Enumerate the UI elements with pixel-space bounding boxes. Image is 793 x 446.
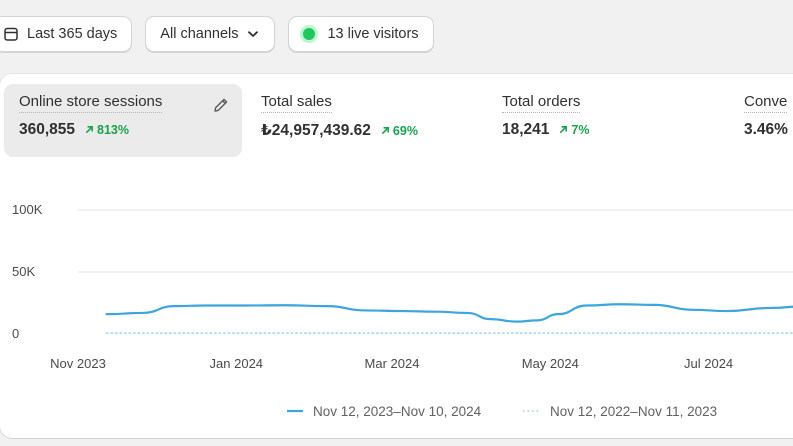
metric-value: 3.46% bbox=[744, 121, 788, 138]
y-tick-label: 100K bbox=[12, 202, 43, 217]
metric-change-value: 7% bbox=[571, 122, 590, 137]
series-line-current bbox=[105, 303, 793, 323]
metric-change: 7% bbox=[559, 122, 590, 137]
x-tick-label: Nov 2023 bbox=[50, 356, 106, 371]
live-visitors-label: 13 live visitors bbox=[327, 26, 419, 42]
metric-change-value: 813% bbox=[97, 122, 130, 137]
filter-bar: Last 365 days All channels 13 live visit… bbox=[0, 16, 434, 52]
x-tick-label: May 2024 bbox=[522, 356, 579, 371]
metric-conversion-rate[interactable]: Conve 3.46% bbox=[729, 84, 793, 157]
date-range-label: Last 365 days bbox=[27, 26, 118, 42]
y-tick-label: 0 bbox=[12, 326, 19, 341]
arrow-up-right-icon bbox=[86, 126, 93, 133]
metric-value: 360,855 bbox=[19, 121, 76, 138]
live-status-dot bbox=[303, 28, 316, 40]
live-visitors-button[interactable]: 13 live visitors bbox=[288, 16, 434, 52]
arrow-up-right-icon bbox=[560, 126, 568, 133]
metric-total-sales[interactable]: Total sales ₺24,957,439.62 69% bbox=[246, 84, 486, 157]
analytics-card: Online store sessions 360,855 813% Total… bbox=[0, 74, 793, 438]
x-tick-label: Mar 2024 bbox=[365, 356, 420, 371]
metric-label: Total orders bbox=[502, 93, 581, 113]
pencil-icon[interactable] bbox=[212, 96, 230, 119]
metric-change: 813% bbox=[85, 123, 129, 137]
metric-label: Online store sessions bbox=[19, 93, 163, 113]
legend-label-current: Nov 12, 2023–Nov 10, 2024 bbox=[313, 404, 482, 419]
metric-value: 18,241 bbox=[502, 121, 550, 138]
channels-label: All channels bbox=[160, 26, 239, 42]
metric-total-orders[interactable]: Total orders 18,241 7% bbox=[487, 84, 727, 157]
metric-label: Conve bbox=[744, 93, 788, 113]
calendar-icon bbox=[3, 26, 19, 42]
metric-value: ₺24,957,439.62 bbox=[261, 122, 371, 139]
legend-label-previous: Nov 12, 2022–Nov 11, 2023 bbox=[550, 404, 717, 419]
metric-change: 69% bbox=[381, 124, 418, 138]
date-range-button[interactable]: Last 365 days bbox=[0, 16, 133, 52]
y-tick-label: 50K bbox=[12, 264, 35, 279]
metric-change-value: 69% bbox=[392, 123, 418, 138]
sessions-line-chart: 0 50K 100K Nov 2023 Jan 2024 Mar 2024 May 2024… bbox=[12, 202, 793, 419]
metric-online-store-sessions[interactable]: Online store sessions 360,855 813% bbox=[4, 84, 242, 157]
x-tick-label: Jul 2024 bbox=[684, 356, 733, 371]
channels-dropdown[interactable]: All channels bbox=[145, 16, 276, 52]
chevron-down-icon bbox=[246, 27, 260, 41]
metric-label: Total sales bbox=[261, 93, 332, 113]
arrow-up-right-icon bbox=[381, 127, 389, 134]
x-tick-label: Jan 2024 bbox=[210, 356, 264, 371]
